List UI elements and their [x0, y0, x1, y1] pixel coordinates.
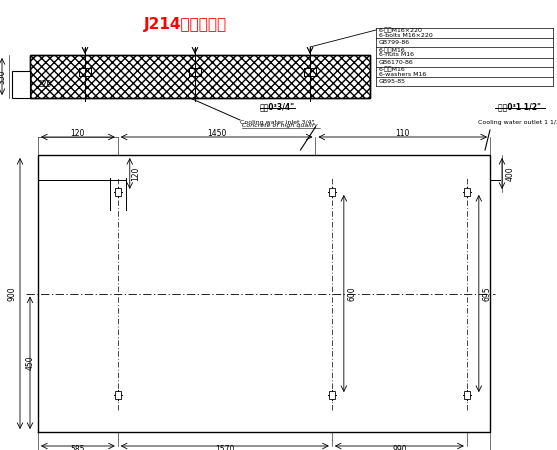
Text: 900: 900 — [7, 286, 17, 301]
Text: 6-螺母M16: 6-螺母M16 — [379, 47, 405, 53]
Bar — [329, 391, 335, 399]
Bar — [464, 391, 470, 399]
Text: 585: 585 — [71, 446, 85, 450]
Bar — [329, 188, 335, 196]
Bar — [30, 55, 370, 98]
Text: 695: 695 — [482, 286, 491, 301]
Text: 6-nuts M16: 6-nuts M16 — [379, 53, 414, 58]
Bar — [464, 188, 470, 196]
Text: 出汐0³1 1/2": 出汐0³1 1/2" — [499, 102, 541, 111]
Text: Cooling water inlet 3/4": Cooling water inlet 3/4" — [240, 120, 315, 125]
Text: 110: 110 — [395, 129, 410, 138]
Text: 6-螺汍M16×220: 6-螺汍M16×220 — [379, 28, 423, 33]
Text: GB95-85: GB95-85 — [379, 79, 406, 84]
Text: Cooling water outlet 1 1/2": Cooling water outlet 1 1/2" — [477, 120, 557, 125]
Text: GB799-86: GB799-86 — [379, 40, 410, 45]
Bar — [12, 71, 30, 98]
Bar — [115, 391, 120, 399]
Text: J214基础安装图: J214基础安装图 — [144, 18, 227, 32]
Text: 400: 400 — [506, 166, 515, 181]
Text: 990: 990 — [392, 446, 407, 450]
Bar — [30, 55, 370, 98]
Text: 220: 220 — [37, 80, 51, 89]
Text: 1570: 1570 — [215, 446, 234, 450]
Text: 120: 120 — [131, 166, 140, 180]
Text: 6-垒圈M16: 6-垒圈M16 — [379, 67, 405, 72]
Text: 1450: 1450 — [207, 129, 226, 138]
Text: 6-bolts M16×220: 6-bolts M16×220 — [379, 33, 433, 38]
Text: 450: 450 — [26, 356, 35, 370]
Text: Concrete of high qualify: Concrete of high qualify — [242, 123, 317, 128]
Text: GB6170-86: GB6170-86 — [379, 60, 414, 65]
Text: 600: 600 — [348, 286, 356, 301]
Text: 进汐0³3/4": 进汐0³3/4" — [260, 102, 295, 111]
Text: 6-washers M16: 6-washers M16 — [379, 72, 426, 77]
Text: 350: 350 — [0, 69, 7, 84]
Text: 120: 120 — [71, 129, 85, 138]
Bar — [115, 188, 120, 196]
